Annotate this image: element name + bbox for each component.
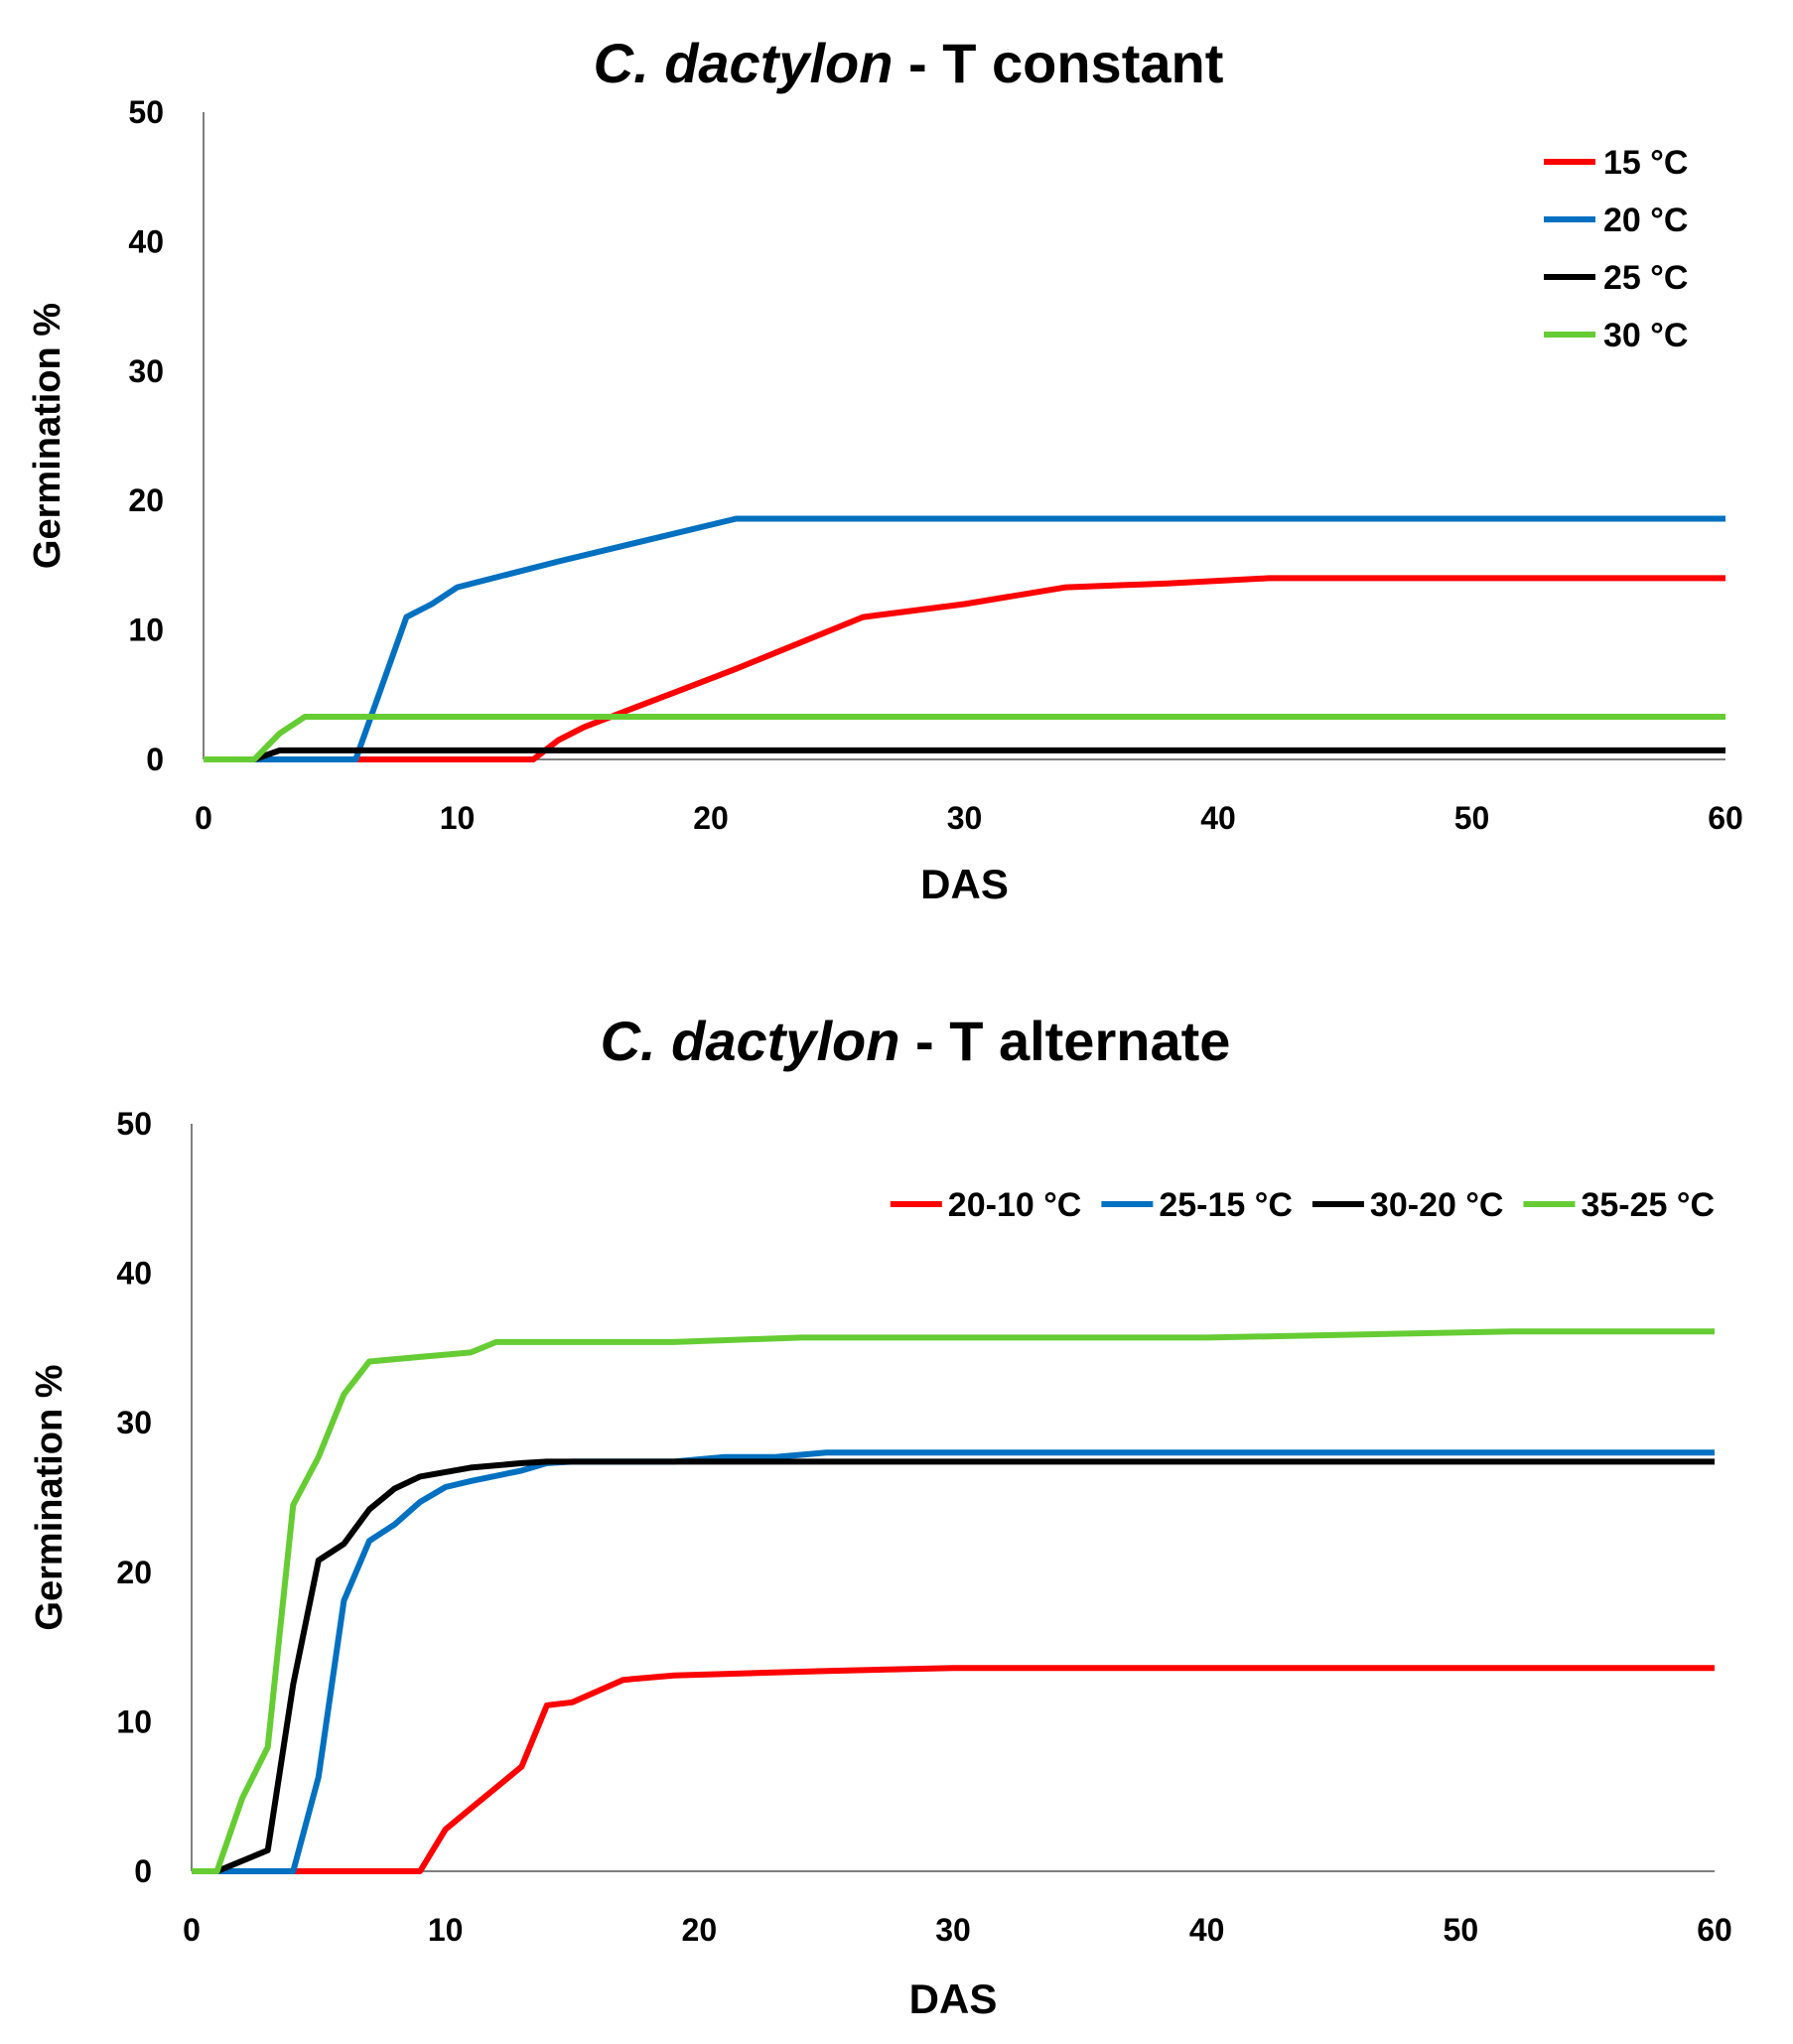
series-line-20-10-c [192, 1665, 1715, 1874]
y-tick-label: 50 [116, 1106, 152, 1142]
legend: 20-10 °C 25-15 °C 30-20 °C 35-25 °C [890, 1186, 1715, 1224]
series-line-20-c [204, 515, 1725, 762]
y-tick-label: 20 [116, 1555, 152, 1590]
x-tick-label: 50 [1454, 800, 1490, 836]
y-tick-label: 20 [128, 482, 164, 518]
y-tick-label: 50 [128, 94, 164, 130]
legend-label-25-15-c: 25-15 °C [1159, 1186, 1293, 1224]
x-tick-label: 0 [195, 800, 212, 836]
x-tick-label: 60 [1697, 1912, 1732, 1948]
legend-label-20-10-c: 20-10 °C [948, 1186, 1082, 1224]
legend-label-35-25-c: 35-25 °C [1581, 1186, 1715, 1224]
x-tick-label: 20 [693, 800, 729, 836]
x-tick-label: 60 [1708, 800, 1743, 836]
chart-title-italic: C. dactylon [594, 32, 894, 94]
x-tick-label: 20 [682, 1912, 718, 1948]
series-line-15-c [204, 575, 1725, 762]
legend-label-30-20-c: 30-20 °C [1370, 1186, 1504, 1224]
legend-label-20-c: 20 °C [1603, 202, 1688, 239]
y-tick-label: 10 [128, 613, 164, 648]
series-line-35-25-c [192, 1328, 1715, 1874]
y-tick-label: 40 [128, 223, 164, 259]
series-line-25-15-c [192, 1449, 1715, 1874]
chart-title: C. dactylon - T constant [594, 32, 1224, 94]
chart-title: C. dactylon - T alternate [601, 1010, 1231, 1072]
series-line-30-20-c [215, 1458, 1715, 1874]
y-tick-label: 40 [116, 1256, 152, 1292]
legend-label-25-c: 25 °C [1603, 259, 1688, 297]
x-tick-label: 40 [1189, 1912, 1225, 1948]
x-tick-label: 10 [440, 800, 476, 836]
y-axis-label: Germination % [27, 303, 69, 569]
legend: 15 °C 20 °C 25 °C 30 °C [1544, 144, 1688, 354]
chart-title-rest: - T constant [893, 32, 1223, 94]
y-tick-label: 30 [128, 353, 164, 389]
chart-t-alternate: C. dactylon - T alternate 0 10 20 30 40 50 0 10 2… [29, 1010, 1732, 2022]
x-tick-label: 10 [428, 1912, 464, 1948]
x-tick-label: 0 [183, 1912, 201, 1948]
x-tick-label: 30 [935, 1912, 971, 1948]
y-tick-label: 0 [146, 742, 164, 777]
x-axis-label: DAS [909, 1976, 998, 2022]
chart-title-italic: C. dactylon [601, 1010, 900, 1072]
x-tick-label: 50 [1444, 1912, 1479, 1948]
chart-t-constant: C. dactylon - T constant 0 10 20 30 40 50 0 10 20… [27, 32, 1743, 907]
y-axis-label: Germination % [29, 1364, 70, 1630]
y-tick-label: 10 [116, 1703, 152, 1739]
y-tick-label: 30 [116, 1405, 152, 1440]
legend-label-30-c: 30 °C [1603, 317, 1688, 354]
x-tick-label: 30 [947, 800, 983, 836]
y-tick-label: 0 [134, 1853, 152, 1889]
legend-label-15-c: 15 °C [1603, 144, 1688, 182]
series-line-30-c [204, 714, 1725, 762]
chart-title-rest: - T alternate [899, 1010, 1230, 1072]
x-axis-label: DAS [920, 861, 1009, 907]
x-tick-label: 40 [1200, 800, 1236, 836]
